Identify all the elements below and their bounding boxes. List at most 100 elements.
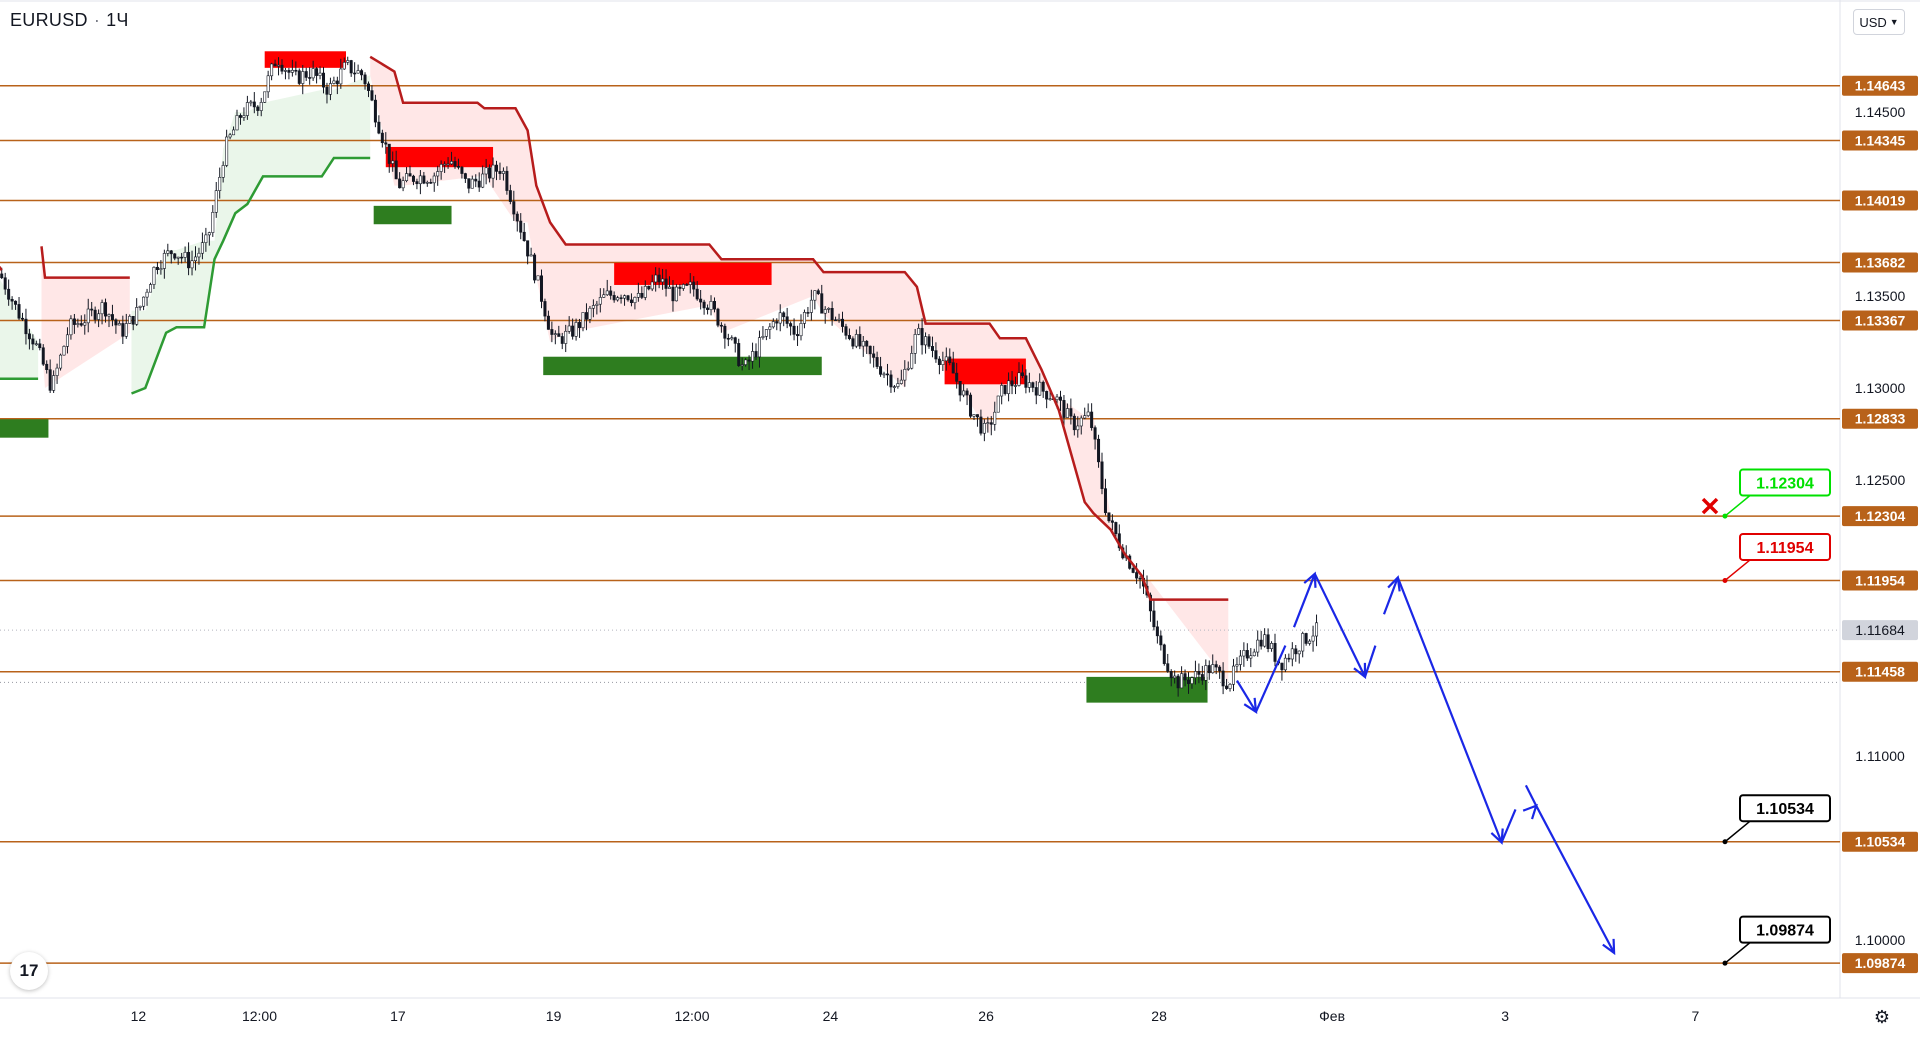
candle-body-210 (726, 337, 730, 340)
candle-body-243 (841, 318, 845, 327)
candle-body-233 (806, 312, 810, 314)
candle-body-119 (411, 175, 415, 182)
candle-body-356 (1231, 665, 1235, 685)
candle-body-185 (640, 293, 644, 298)
candle-body-95 (328, 83, 332, 95)
forecast-arrowhead-5 (1522, 803, 1538, 820)
candle-body-58 (200, 242, 204, 254)
target-label-0: 1.12304 (1756, 476, 1814, 493)
candle-body-358 (1238, 655, 1242, 665)
candle-body-291 (1007, 380, 1011, 394)
candle-body-283 (979, 416, 983, 434)
candle-body-226 (782, 312, 786, 318)
candle-body-262 (906, 367, 910, 370)
target-dot-0 (1722, 513, 1728, 519)
candle-body-340 (1176, 675, 1180, 689)
candle-body-173 (598, 297, 602, 305)
candle-body-123 (425, 181, 429, 184)
candle-body-89 (308, 77, 312, 79)
candle-body-108 (373, 99, 377, 123)
candle-body-363 (1256, 639, 1260, 653)
candle-body-60 (207, 232, 211, 236)
candle-body-273 (944, 356, 948, 362)
candle-body-8 (27, 333, 31, 340)
x-tick-label-1: 12:00 (242, 1008, 277, 1024)
candle-body-270 (934, 350, 938, 360)
level-badge-label-9: 1.10534 (1855, 834, 1906, 850)
candle-body-156 (539, 275, 543, 302)
candle-body-256 (885, 373, 889, 376)
candle-body-230 (796, 334, 800, 337)
forecast-arrowhead-6 (1602, 938, 1616, 956)
candle-body-313 (1083, 415, 1087, 419)
candle-body-167 (578, 322, 582, 329)
candle-body-200 (692, 281, 696, 290)
candle-body-209 (723, 325, 727, 339)
candle-body-197 (681, 284, 685, 289)
level-badge-label-7: 1.11954 (1855, 572, 1905, 588)
candle-body-367 (1270, 643, 1274, 649)
candle-body-99 (342, 62, 346, 70)
candle-body-290 (1003, 385, 1007, 394)
candle-body-20 (69, 318, 73, 336)
candle-body-257 (889, 374, 893, 388)
level-badge-label-10: 1.09874 (1855, 955, 1906, 971)
symbol-header[interactable]: EURUSD · 1Ч (10, 10, 129, 31)
target-label-3: 1.09874 (1756, 923, 1814, 940)
currency-dropdown[interactable]: USD ▼ (1853, 9, 1905, 35)
candle-body-315 (1090, 411, 1094, 428)
candle-body-149 (515, 213, 519, 222)
candle-body-296 (1024, 375, 1028, 388)
candle-body-276 (955, 372, 959, 382)
candle-body-135 (467, 178, 471, 189)
candle-body-207 (716, 308, 720, 326)
candle-body-10 (34, 343, 38, 346)
candle-body-45 (155, 266, 159, 271)
candle-body-376 (1301, 633, 1305, 652)
candle-body-372 (1287, 657, 1291, 660)
candle-body-134 (463, 173, 467, 179)
candle-body-56 (193, 256, 197, 261)
candle-body-133 (460, 166, 464, 174)
target-pointer-1 (1724, 559, 1758, 582)
candle-body-84 (290, 69, 294, 73)
supertrend-up-fill-0 (0, 279, 39, 379)
candle-body-78 (270, 63, 274, 77)
candle-body-122 (422, 175, 426, 184)
candle-body-11 (38, 343, 42, 349)
level-badge-label-0: 1.14643 (1855, 78, 1906, 94)
candle-body-140 (484, 167, 488, 175)
candle-body-104 (360, 70, 364, 76)
candle-body-1 (3, 277, 7, 290)
candle-body-293 (1014, 385, 1018, 387)
candle-body-3 (10, 298, 14, 302)
candle-body-103 (356, 70, 360, 74)
level-badge-10 (1842, 953, 1918, 974)
target-pointer-0 (1724, 494, 1758, 517)
candle-body-220 (761, 336, 765, 338)
target-box-2 (1739, 794, 1831, 823)
candle-body-312 (1079, 417, 1083, 427)
candle-body-132 (456, 166, 460, 168)
candle-body-176 (609, 290, 613, 296)
candle-body-160 (553, 333, 557, 335)
candle-body-328 (1135, 572, 1139, 579)
candle-body-250 (865, 340, 869, 347)
candle-body-188 (650, 281, 654, 290)
forecast-segment-3 (1313, 573, 1366, 678)
candle-body-341 (1180, 673, 1184, 689)
gear-icon[interactable]: ⚙ (1873, 1006, 1891, 1027)
tradingview-logo-icon[interactable]: 17 (10, 952, 48, 990)
candle-body-348 (1204, 665, 1208, 681)
candle-body-187 (647, 285, 651, 290)
candle-body-47 (162, 253, 166, 269)
candle-body-216 (747, 359, 751, 362)
candle-body-213 (737, 343, 741, 367)
candle-body-31 (107, 314, 111, 317)
target-pointer-3 (1724, 941, 1758, 964)
candle-body-251 (868, 345, 872, 355)
candle-body-81 (280, 64, 284, 72)
candle-body-193 (668, 286, 672, 289)
